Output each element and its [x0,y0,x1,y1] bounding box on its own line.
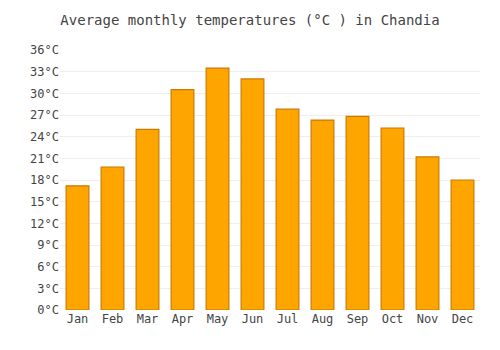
svg-text:12°C: 12°C [30,217,59,231]
svg-text:3°C: 3°C [37,282,59,296]
svg-text:Jul: Jul [277,312,299,326]
svg-text:21°C: 21°C [30,152,59,166]
svg-text:36°C: 36°C [30,43,59,57]
svg-text:6°C: 6°C [37,260,59,274]
svg-text:Sep: Sep [347,312,369,326]
svg-text:Dec: Dec [452,312,474,326]
svg-text:15°C: 15°C [30,195,59,209]
svg-text:Average monthly temperatures (: Average monthly temperatures (°C ) in Ch… [60,12,439,28]
svg-text:Oct: Oct [382,312,404,326]
svg-text:Aug: Aug [312,312,334,326]
svg-text:27°C: 27°C [30,108,59,122]
svg-text:Apr: Apr [172,312,194,326]
svg-text:May: May [207,312,229,326]
svg-text:24°C: 24°C [30,130,59,144]
svg-text:Mar: Mar [137,312,159,326]
svg-text:33°C: 33°C [30,65,59,79]
svg-text:Jun: Jun [242,312,264,326]
svg-text:Feb: Feb [102,312,124,326]
svg-text:Nov: Nov [417,312,439,326]
svg-text:30°C: 30°C [30,87,59,101]
svg-text:0°C: 0°C [37,303,59,317]
svg-text:9°C: 9°C [37,238,59,252]
svg-text:18°C: 18°C [30,173,59,187]
svg-text:Jan: Jan [67,312,89,326]
